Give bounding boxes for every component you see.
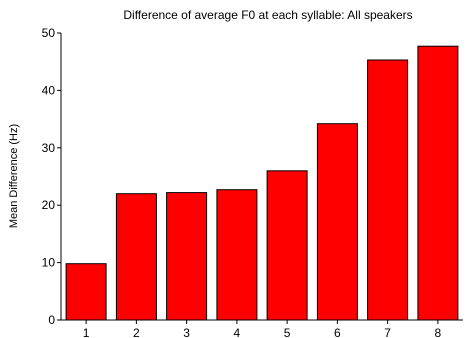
bar-7	[367, 59, 409, 321]
bar-6	[316, 123, 358, 321]
bars-group	[65, 45, 459, 321]
y-tick-label: 30	[42, 141, 56, 155]
y-ticks-group: 0 10 20 30 40 50	[42, 26, 61, 327]
y-tick-label: 20	[42, 198, 56, 212]
y-tick-label: 50	[42, 26, 56, 40]
x-tick-label: 1	[83, 326, 90, 338]
y-tick-label: 0	[48, 313, 55, 327]
x-tick-label: 2	[133, 326, 140, 338]
bar-1	[65, 263, 107, 321]
bar-4	[216, 189, 258, 321]
x-tick-label: 6	[334, 326, 341, 338]
y-tick-label: 10	[42, 256, 56, 270]
x-tick-label: 7	[384, 326, 391, 338]
x-tick-label: 8	[435, 326, 442, 338]
bar-5	[266, 170, 308, 321]
bar-3	[166, 192, 208, 321]
chart-title: Difference of average F0 at each syllabl…	[123, 8, 412, 22]
y-axis-title: Mean Difference (Hz)	[8, 124, 20, 228]
y-tick-label: 40	[42, 83, 56, 97]
x-tick-label: 4	[234, 326, 241, 338]
x-tick-label: 3	[183, 326, 190, 338]
bar-2	[115, 193, 157, 321]
x-ticks-group: 1 2 3 4 5 6 7 8	[83, 320, 442, 338]
x-tick-label: 5	[284, 326, 291, 338]
bar-8	[417, 45, 459, 321]
